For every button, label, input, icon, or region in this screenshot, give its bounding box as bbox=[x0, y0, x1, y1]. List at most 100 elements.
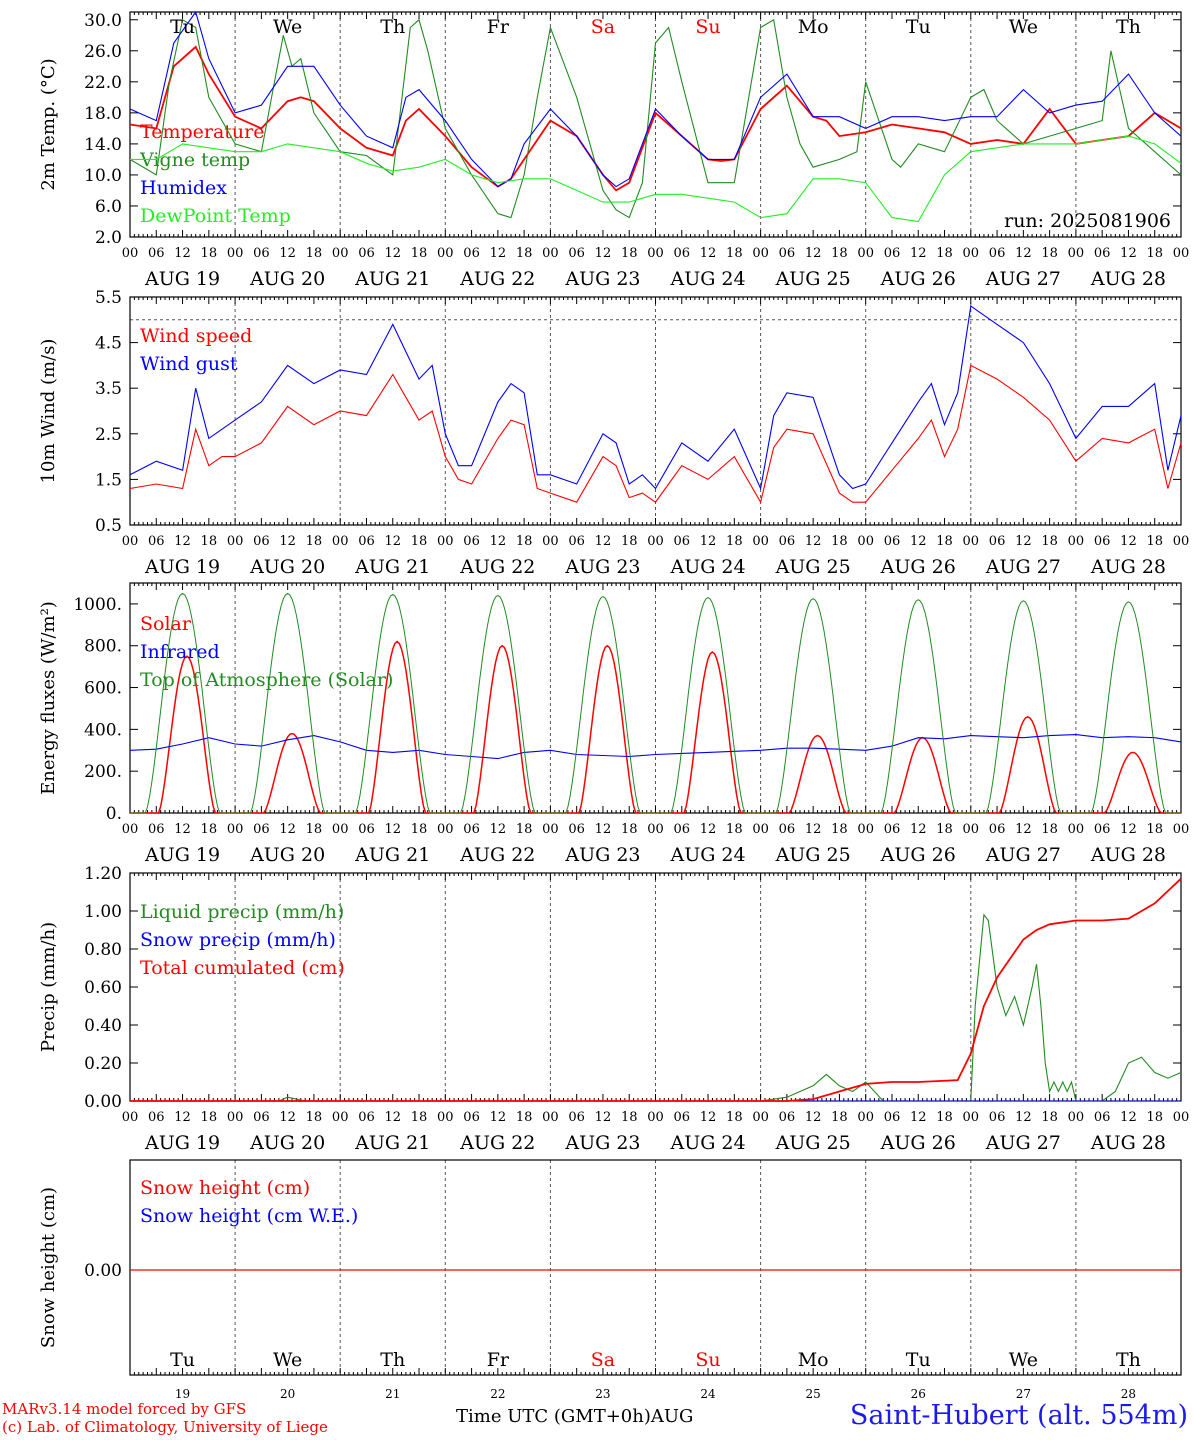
hour-label: 12 bbox=[805, 246, 822, 261]
hour-label: 00 bbox=[1173, 246, 1190, 261]
hour-label: 18 bbox=[516, 1110, 533, 1125]
hour-label: 18 bbox=[1146, 534, 1163, 549]
date-label: AUG 26 bbox=[880, 268, 956, 290]
y-tick-label: 0.00 bbox=[84, 1092, 122, 1112]
date-label: AUG 25 bbox=[775, 844, 851, 866]
hour-label: 18 bbox=[201, 246, 218, 261]
legend-entry: Humidex bbox=[140, 177, 227, 199]
station-label: Saint-Hubert (alt. 554m) bbox=[849, 1400, 1188, 1431]
date-label: AUG 21 bbox=[354, 556, 430, 578]
hour-label: 00 bbox=[647, 246, 664, 261]
y-tick-label: 10.0 bbox=[84, 166, 122, 186]
day-number: 28 bbox=[1121, 1387, 1136, 1401]
date-label: AUG 23 bbox=[564, 268, 640, 290]
date-label: AUG 24 bbox=[669, 844, 745, 866]
hour-label: 00 bbox=[752, 246, 769, 261]
hour-label: 18 bbox=[201, 1110, 218, 1125]
legend-entry: Snow precip (mm/h) bbox=[140, 929, 336, 951]
day-number: 25 bbox=[806, 1387, 821, 1401]
hour-label: 00 bbox=[752, 1110, 769, 1125]
hour-label: 00 bbox=[332, 534, 349, 549]
hour-label: 18 bbox=[201, 534, 218, 549]
y-tick-label: 0.5 bbox=[95, 516, 122, 536]
hour-label: 06 bbox=[779, 1110, 796, 1125]
date-label: AUG 27 bbox=[985, 844, 1061, 866]
y-axis-label: 2m Temp. (°C) bbox=[38, 58, 59, 190]
date-label: AUG 27 bbox=[985, 556, 1061, 578]
hour-label: 18 bbox=[936, 822, 953, 837]
date-label: AUG 19 bbox=[144, 1132, 220, 1154]
day-abbr: Su bbox=[695, 16, 720, 38]
hour-label: 06 bbox=[358, 534, 375, 549]
hour-label: 18 bbox=[516, 246, 533, 261]
month-label: AUG bbox=[650, 1406, 694, 1427]
day-abbr: Mo bbox=[798, 1349, 829, 1371]
y-tick-label: 2.0 bbox=[95, 228, 122, 248]
hour-label: 18 bbox=[621, 1110, 638, 1125]
hour-label: 18 bbox=[1146, 822, 1163, 837]
hour-label: 06 bbox=[1094, 246, 1111, 261]
hour-label: 12 bbox=[910, 822, 927, 837]
date-label: AUG 24 bbox=[669, 268, 745, 290]
date-label: AUG 21 bbox=[354, 844, 430, 866]
hour-label: 12 bbox=[490, 534, 507, 549]
y-tick-label: 600. bbox=[84, 679, 122, 699]
day-abbr: We bbox=[1009, 1349, 1038, 1371]
day-abbr: Th bbox=[380, 1349, 405, 1371]
day-abbr: Th bbox=[380, 16, 405, 38]
hour-label: 12 bbox=[700, 1110, 717, 1125]
day-abbr: Sa bbox=[591, 16, 615, 38]
hour-label: 18 bbox=[936, 246, 953, 261]
hour-label: 18 bbox=[306, 822, 323, 837]
hour-label: 12 bbox=[700, 246, 717, 261]
hour-label: 06 bbox=[253, 822, 270, 837]
y-tick-label: 4.5 bbox=[95, 334, 122, 354]
legend-entry: DewPoint Temp bbox=[140, 205, 291, 227]
hour-label: 06 bbox=[358, 246, 375, 261]
hour-label: 00 bbox=[332, 822, 349, 837]
y-tick-label: 1.00 bbox=[84, 902, 122, 922]
hour-label: 12 bbox=[910, 246, 927, 261]
date-label: AUG 19 bbox=[144, 268, 220, 290]
hour-label: 00 bbox=[122, 1110, 139, 1125]
hour-label: 18 bbox=[411, 1110, 428, 1125]
legend-entry: Infrared bbox=[140, 641, 220, 663]
hour-label: 00 bbox=[227, 822, 244, 837]
hour-label: 12 bbox=[595, 246, 612, 261]
date-label: AUG 25 bbox=[775, 556, 851, 578]
hour-label: 18 bbox=[621, 534, 638, 549]
y-tick-label: 0.60 bbox=[84, 978, 122, 998]
infrared-line bbox=[129, 734, 1182, 760]
hour-label: 06 bbox=[463, 534, 480, 549]
hour-label: 12 bbox=[279, 246, 296, 261]
hour-label: 18 bbox=[201, 822, 218, 837]
hour-label: 12 bbox=[1120, 534, 1137, 549]
day-number: 24 bbox=[700, 1387, 716, 1401]
legend-entry: Total cumulated (cm) bbox=[140, 957, 345, 979]
hour-label: 18 bbox=[1146, 246, 1163, 261]
hour-label: 06 bbox=[253, 1110, 270, 1125]
day-abbr: Sa bbox=[591, 1349, 615, 1371]
hour-label: 06 bbox=[148, 534, 165, 549]
hour-label: 06 bbox=[148, 1110, 165, 1125]
date-label: AUG 19 bbox=[144, 556, 220, 578]
hour-label: 18 bbox=[726, 246, 743, 261]
hour-label: 00 bbox=[647, 1110, 664, 1125]
hour-label: 06 bbox=[568, 246, 585, 261]
hour-label: 18 bbox=[306, 246, 323, 261]
hour-label: 12 bbox=[384, 1110, 401, 1125]
hour-label: 12 bbox=[595, 822, 612, 837]
hour-label: 06 bbox=[358, 822, 375, 837]
hour-label: 12 bbox=[384, 534, 401, 549]
hour-label: 00 bbox=[542, 1110, 559, 1125]
hour-label: 00 bbox=[857, 534, 874, 549]
y-tick-label: 0.00 bbox=[84, 1261, 122, 1281]
hour-label: 12 bbox=[174, 246, 191, 261]
hour-label: 00 bbox=[1173, 1110, 1190, 1125]
day-abbr: Th bbox=[1116, 16, 1141, 38]
hour-label: 00 bbox=[1068, 822, 1085, 837]
legend-entry: Snow height (cm) bbox=[140, 1177, 310, 1199]
credit-line: (c) Lab. of Climatology, University of L… bbox=[2, 1418, 328, 1436]
date-label: AUG 28 bbox=[1090, 1132, 1166, 1154]
